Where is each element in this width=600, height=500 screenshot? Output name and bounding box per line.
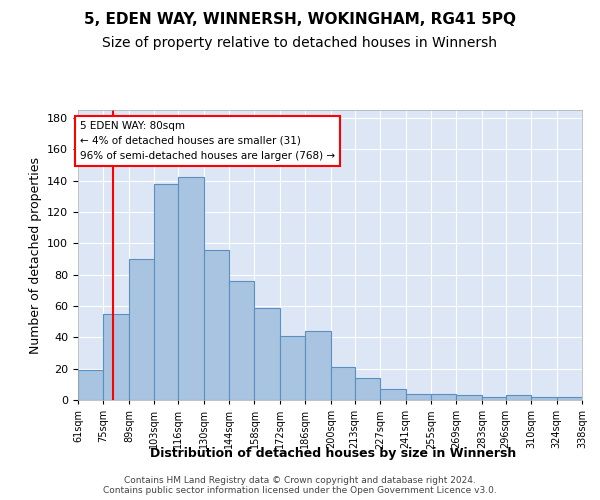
Text: 5 EDEN WAY: 80sqm
← 4% of detached houses are smaller (31)
96% of semi-detached : 5 EDEN WAY: 80sqm ← 4% of detached house… <box>80 121 335 160</box>
Text: Contains HM Land Registry data © Crown copyright and database right 2024.
Contai: Contains HM Land Registry data © Crown c… <box>103 476 497 495</box>
Bar <box>154 184 178 400</box>
Bar <box>203 250 229 400</box>
Text: 5, EDEN WAY, WINNERSH, WOKINGHAM, RG41 5PQ: 5, EDEN WAY, WINNERSH, WOKINGHAM, RG41 5… <box>84 12 516 28</box>
Text: Size of property relative to detached houses in Winnersh: Size of property relative to detached ho… <box>103 36 497 50</box>
Bar <box>457 396 482 400</box>
Bar <box>331 367 355 400</box>
Bar <box>406 394 431 400</box>
Text: Distribution of detached houses by size in Winnersh: Distribution of detached houses by size … <box>150 448 516 460</box>
Bar <box>431 394 457 400</box>
Bar <box>380 389 406 400</box>
Bar <box>305 331 331 400</box>
Bar <box>129 259 154 400</box>
Bar <box>506 396 531 400</box>
Bar <box>78 370 103 400</box>
Bar <box>482 397 506 400</box>
Bar <box>229 281 254 400</box>
Bar <box>178 178 203 400</box>
Y-axis label: Number of detached properties: Number of detached properties <box>29 156 41 354</box>
Bar <box>557 397 582 400</box>
Bar <box>280 336 305 400</box>
Bar <box>531 397 557 400</box>
Bar <box>254 308 280 400</box>
Bar <box>103 314 129 400</box>
Bar <box>355 378 380 400</box>
